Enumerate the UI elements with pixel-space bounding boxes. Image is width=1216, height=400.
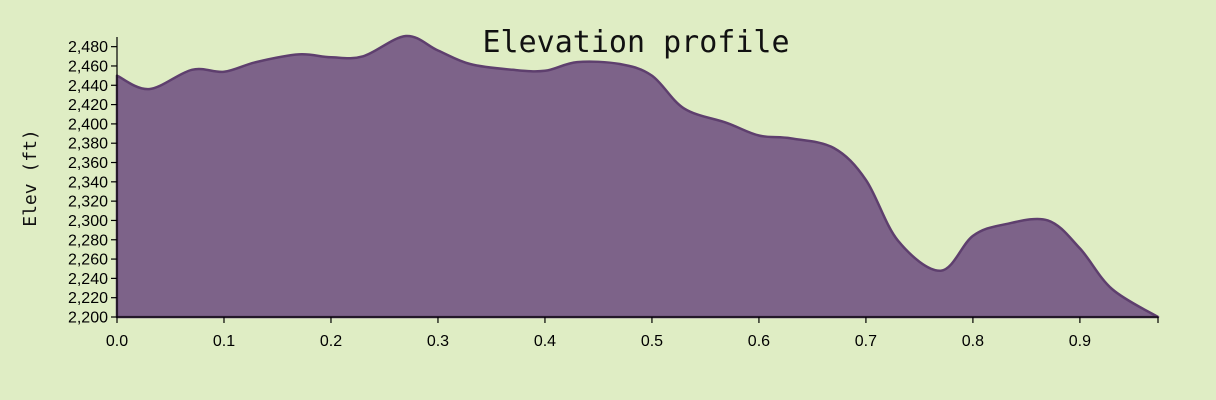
elevation-area (115, 34, 1160, 319)
y-tick-label: 2,340 (68, 174, 108, 191)
y-axis-ticks: 2,200 2,220 2,240 2,260 2,280 2,300 2,320 2,340… (68, 39, 117, 327)
y-tick-label: 2,440 (68, 78, 108, 95)
x-tick-label: 0.5 (641, 333, 663, 350)
x-tick-label: 0.4 (534, 333, 556, 350)
x-tick-label: 0.1 (213, 333, 235, 350)
y-tick-label: 2,380 (68, 136, 108, 153)
y-tick-label: 2,200 (68, 310, 108, 327)
y-tick-label: 2,480 (68, 39, 108, 56)
y-tick-label: 2,400 (68, 116, 108, 133)
x-tick-label: 0.6 (748, 333, 770, 350)
x-tick-label: 0.8 (962, 333, 984, 350)
x-tick-label: 0.9 (1069, 333, 1091, 350)
y-tick-label: 2,220 (68, 290, 108, 307)
y-tick-label: 2,360 (68, 155, 108, 172)
x-axis-ticks: 0.0 0.1 0.2 0.3 0.4 0.5 0.6 0.7 0.8 0.9 (106, 317, 1159, 350)
y-tick-label: 2,240 (68, 271, 108, 288)
y-tick-label: 2,260 (68, 252, 108, 269)
y-tick-label: 2,320 (68, 194, 108, 211)
y-tick-label: 2,280 (68, 232, 108, 249)
y-tick-label: 2,460 (68, 58, 108, 75)
x-tick-label: 0.0 (106, 333, 128, 350)
y-tick-label: 2,300 (68, 213, 108, 230)
x-tick-label: 0.2 (320, 333, 342, 350)
y-tick-label: 2,420 (68, 97, 108, 114)
x-tick-label: 0.3 (427, 333, 449, 350)
x-tick-label: 0.7 (855, 333, 877, 350)
chart-title: Elevation profile (482, 25, 789, 60)
y-axis-label: Elev (ft) (20, 129, 41, 227)
